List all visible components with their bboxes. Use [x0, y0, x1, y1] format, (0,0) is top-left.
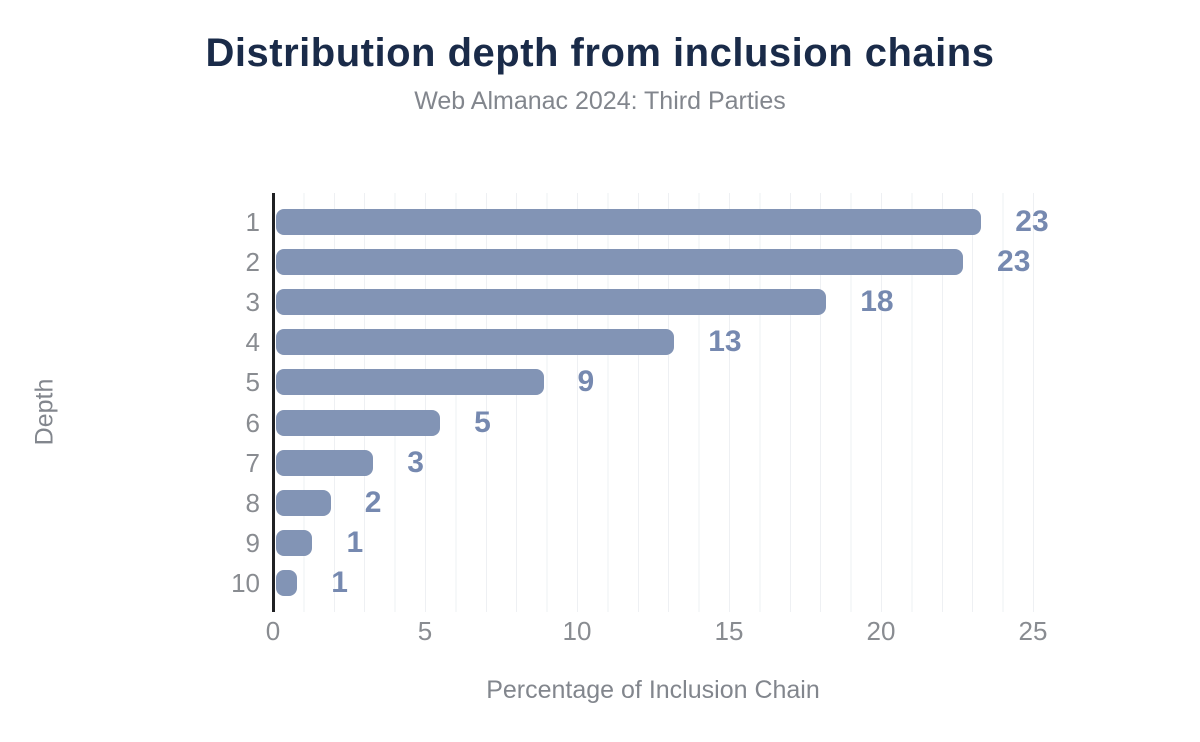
bar-depth-9[interactable]	[276, 529, 313, 556]
bar-depth-5[interactable]	[276, 369, 544, 396]
bar-value-label: 13	[708, 325, 742, 359]
bar-value-label: 23	[997, 245, 1031, 279]
bar-depth-4[interactable]	[276, 329, 675, 356]
x-axis-tick-label: 15	[714, 616, 744, 646]
x-axis-title: Percentage of Inclusion Chain	[486, 676, 820, 704]
y-axis-tick-label: 2	[245, 247, 260, 278]
bar-value-label: 1	[346, 525, 364, 559]
chart-title: Distribution depth from inclusion chains	[205, 31, 995, 75]
x-axis-tick-label: 25	[1018, 616, 1048, 646]
bar-value-label: 18	[860, 285, 894, 319]
y-axis-tick-label: 1	[245, 207, 260, 238]
bar-depth-2[interactable]	[276, 249, 964, 276]
y-axis-line	[272, 193, 275, 612]
bar-depth-7[interactable]	[276, 449, 374, 476]
y-axis-tick-label: 6	[245, 407, 260, 438]
y-axis-tick-label: 3	[245, 287, 260, 318]
x-axis-ticks: 0 5 10 15 20 25	[266, 616, 1048, 648]
chart-subtitle: Web Almanac 2024: Third Parties	[414, 87, 786, 115]
bar-value-label: 2	[364, 485, 382, 519]
bar-depth-10[interactable]	[276, 569, 298, 596]
y-axis-tick-label: 8	[245, 487, 260, 518]
y-axis-title: Depth	[30, 378, 59, 446]
y-axis-tick-label: 4	[245, 327, 260, 358]
y-axis-tick-label: 10	[231, 567, 260, 598]
bar-depth-3[interactable]	[276, 289, 827, 316]
bar-value-label: 23	[1015, 205, 1049, 239]
bar-depth-1[interactable]	[276, 209, 982, 236]
y-axis-tick-label: 9	[245, 527, 260, 558]
x-axis-tick-label: 5	[417, 616, 433, 646]
x-axis-tick-label: 20	[866, 616, 896, 646]
bars-container: 1 23 2 23 3 18 4 13 5 9 6 5 7 3 8 2 9 1 10 1	[231, 202, 1049, 603]
chart-row: 2 23	[246, 242, 1037, 282]
bar-depth-6[interactable]	[276, 409, 441, 436]
y-axis-tick-label: 7	[245, 447, 260, 478]
chart-row: 1 23	[246, 202, 1049, 242]
bar-value-label: 3	[407, 445, 424, 479]
bar-value-label: 9	[577, 365, 595, 399]
bar-value-label: 1	[331, 565, 348, 599]
x-axis-tick-label: 0	[265, 616, 281, 646]
plot-area: 1 23 2 23 3 18 4 13 5 9 6 5 7 3 8 2 9 1 10 1 0 5 10 15 20 25	[231, 193, 1049, 644]
chart-row: 3 18	[246, 282, 1037, 322]
chart-row: 10 1	[231, 563, 1037, 603]
y-axis-tick-label: 5	[245, 367, 260, 398]
bar-value-label: 5	[474, 405, 491, 439]
bar-depth-8[interactable]	[276, 489, 331, 516]
chart-row: 4 13	[246, 322, 1037, 362]
x-axis-tick-label: 10	[562, 616, 592, 646]
